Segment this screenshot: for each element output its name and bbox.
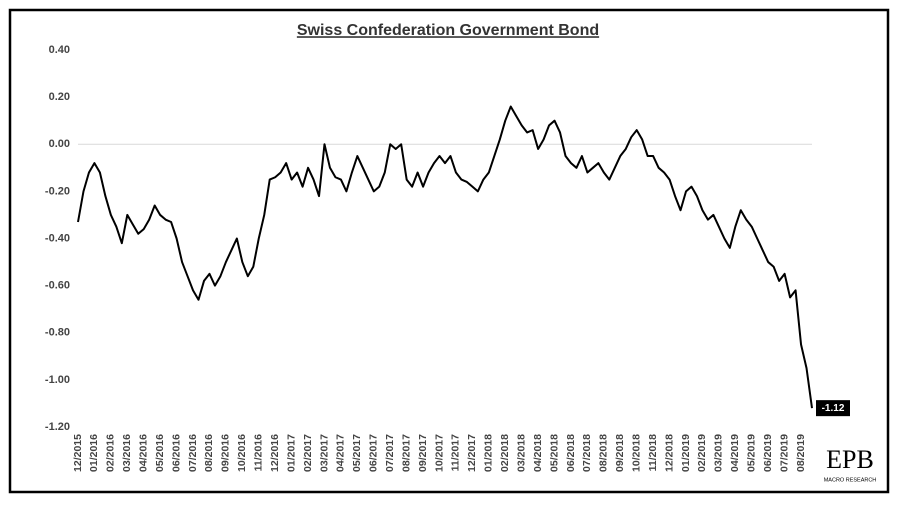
x-tick-label: 06/2017	[368, 434, 380, 472]
x-tick-label: 10/2017	[433, 434, 445, 472]
x-tick-label: 04/2016	[138, 434, 150, 472]
x-tick-label: 04/2017	[335, 434, 347, 472]
x-tick-label: 08/2019	[795, 434, 807, 472]
x-tick-label: 01/2016	[88, 434, 100, 472]
x-tick-label: 09/2018	[614, 434, 626, 472]
x-tick-label: 08/2017	[400, 434, 412, 472]
y-tick-label: -1.00	[45, 374, 70, 386]
x-tick-label: 11/2016	[253, 434, 265, 472]
logo-subtitle: MACRO RESEARCH	[824, 477, 877, 483]
x-tick-label: 11/2018	[647, 434, 659, 472]
x-tick-label: 09/2017	[417, 434, 429, 472]
x-tick-label: 05/2017	[351, 434, 363, 472]
x-tick-label: 09/2016	[220, 434, 232, 472]
x-tick-label: 12/2016	[269, 434, 281, 472]
x-tick-label: 04/2018	[532, 434, 544, 472]
x-tick-label: 07/2019	[778, 434, 790, 472]
x-tick-label: 03/2018	[515, 434, 527, 472]
x-tick-label: 10/2018	[630, 434, 642, 472]
x-tick-label: 10/2016	[236, 434, 248, 472]
line-series	[77, 105, 813, 409]
end-label: -1.12	[822, 403, 845, 414]
x-tick-label: 02/2016	[105, 434, 117, 472]
y-tick-label: -1.20	[45, 421, 70, 433]
x-tick-label: 06/2019	[762, 434, 774, 472]
x-tick-label: 03/2016	[121, 434, 133, 472]
x-tick-label: 11/2017	[450, 434, 462, 472]
x-tick-label: 04/2019	[729, 434, 741, 472]
x-tick-label: 01/2017	[285, 434, 297, 472]
x-tick-label: 03/2019	[713, 434, 725, 472]
x-tick-label: 03/2017	[318, 434, 330, 472]
y-tick-label: -0.40	[45, 232, 70, 244]
x-tick-label: 12/2017	[466, 434, 478, 472]
x-tick-label: 06/2016	[170, 434, 182, 472]
x-tick-label: 08/2018	[598, 434, 610, 472]
y-tick-label: 0.00	[49, 138, 70, 150]
x-tick-label: 02/2018	[499, 434, 511, 472]
x-tick-label: 07/2017	[384, 434, 396, 472]
x-tick-label: 08/2016	[203, 434, 215, 472]
chart-title: Swiss Confederation Government Bond	[297, 22, 599, 39]
x-tick-label: 07/2018	[581, 434, 593, 472]
y-tick-label: -0.60	[45, 280, 70, 292]
x-tick-label: 02/2019	[696, 434, 708, 472]
x-tick-label: 01/2019	[680, 434, 692, 472]
x-tick-label: 05/2019	[746, 434, 758, 472]
x-tick-label: 07/2016	[187, 434, 199, 472]
x-tick-label: 05/2016	[154, 434, 166, 472]
y-tick-label: 0.40	[49, 44, 70, 56]
y-tick-label: -0.20	[45, 185, 70, 197]
logo-title: EPB	[826, 445, 874, 474]
x-tick-label: 05/2018	[548, 434, 560, 472]
frame	[8, 8, 890, 494]
x-tick-label: 12/2015	[72, 434, 84, 472]
x-tick-label: 12/2018	[663, 434, 675, 472]
y-tick-label: -0.80	[45, 327, 70, 339]
x-tick-label: 01/2018	[483, 434, 495, 472]
end-label-box	[816, 400, 850, 417]
x-tick-label: 06/2018	[565, 434, 577, 472]
x-tick-label: 02/2017	[302, 434, 314, 472]
y-tick-label: 0.20	[49, 91, 70, 103]
